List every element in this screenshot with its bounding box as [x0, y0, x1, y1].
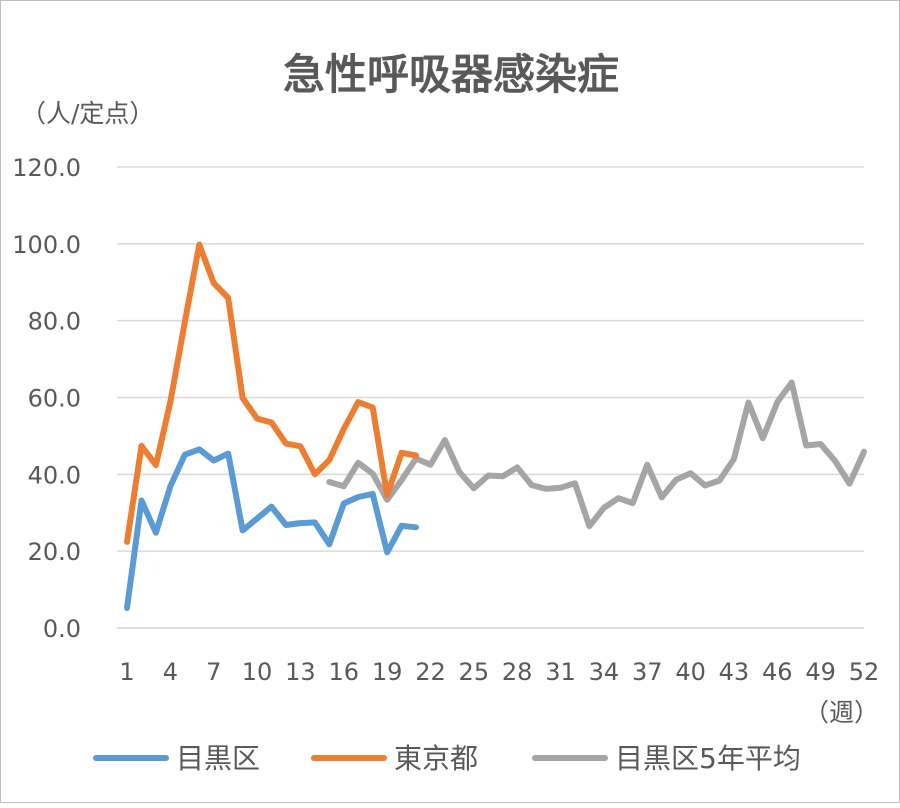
x-tick-label: 43 — [719, 658, 750, 686]
gridlines — [117, 166, 864, 629]
chart-title: 急性呼吸器感染症 — [283, 50, 619, 99]
x-axis-unit-label: （週） — [804, 698, 879, 727]
x-tick-label: 34 — [589, 658, 620, 686]
x-tick-label: 7 — [206, 658, 221, 686]
series-line-3 — [326, 379, 867, 530]
legend-label: 目黒区5年平均 — [615, 742, 801, 775]
x-tick-label: 40 — [675, 658, 706, 686]
y-tick-label: 40.0 — [28, 461, 81, 489]
x-tick-label: 16 — [328, 658, 359, 686]
y-axis-ticks: 0.0 20.0 40.0 60.0 80.0 100.0 120.0 — [12, 154, 81, 643]
y-tick-label: 100.0 — [12, 231, 81, 259]
x-tick-label: 31 — [545, 658, 576, 686]
series-line-1 — [124, 446, 419, 611]
y-tick-label: 20.0 — [28, 538, 81, 566]
x-tick-label: 10 — [242, 658, 273, 686]
legend-label: 東京都 — [394, 742, 478, 775]
x-tick-label: 49 — [805, 658, 836, 686]
y-tick-label: 120.0 — [12, 154, 81, 182]
x-axis-ticks: 1 4 7 10 13 16 19 22 25 28 31 34 37 40 43 46 49 52 — [119, 658, 879, 686]
x-tick-label: 4 — [163, 658, 178, 686]
legend: 目黒区 東京都 目黒区5年平均 — [93, 742, 801, 775]
x-tick-label: 19 — [372, 658, 403, 686]
x-tick-label: 13 — [285, 658, 316, 686]
legend-label: 目黒区 — [176, 742, 260, 775]
x-tick-label: 1 — [119, 658, 134, 686]
x-tick-label: 22 — [415, 658, 446, 686]
x-tick-label: 28 — [502, 658, 533, 686]
y-tick-label: 0.0 — [43, 615, 81, 643]
series-line-2 — [124, 241, 419, 545]
series-lines — [124, 241, 867, 611]
y-tick-label: 60.0 — [28, 385, 81, 413]
x-tick-label: 25 — [459, 658, 490, 686]
y-axis-unit-label: （人/定点） — [21, 99, 154, 128]
y-tick-label: 80.0 — [28, 308, 81, 336]
x-tick-label: 46 — [762, 658, 793, 686]
x-tick-label: 37 — [632, 658, 663, 686]
x-tick-label: 52 — [849, 658, 880, 686]
